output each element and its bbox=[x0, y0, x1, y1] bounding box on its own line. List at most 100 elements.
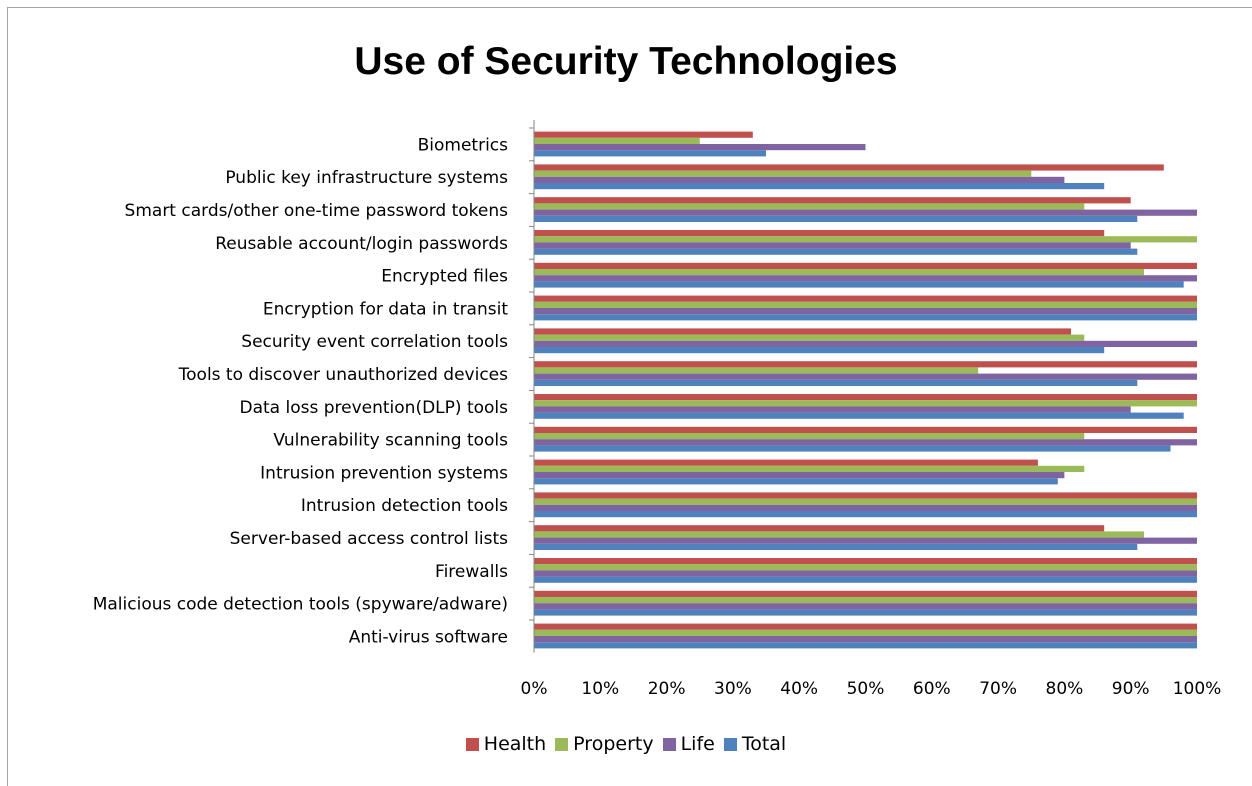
legend-item-property: Property bbox=[555, 733, 654, 755]
bar-life-8 bbox=[534, 406, 1131, 413]
x-tick-label: 30% bbox=[714, 679, 752, 699]
chart-title: Use of Security Technologies bbox=[354, 40, 898, 83]
bar-property-15 bbox=[534, 629, 1197, 636]
bar-health-11 bbox=[534, 492, 1197, 499]
category-labels: Biometrics Public key infrastructure syst… bbox=[93, 135, 509, 647]
bar-life-11 bbox=[534, 504, 1197, 511]
legend-label: Health bbox=[483, 733, 547, 755]
bar-property-9 bbox=[534, 433, 1085, 440]
bar-life-15 bbox=[534, 636, 1197, 643]
category-label: Malicious code detection tools (spyware/… bbox=[93, 595, 508, 615]
bar-life-13 bbox=[534, 570, 1197, 577]
bar-health-3 bbox=[534, 230, 1105, 237]
bar-health-10 bbox=[534, 459, 1038, 466]
bar-total-4 bbox=[534, 281, 1184, 288]
bars-layer bbox=[534, 131, 1197, 649]
bar-total-11 bbox=[534, 511, 1197, 518]
category-label: Intrusion prevention systems bbox=[260, 463, 508, 483]
bar-life-1 bbox=[534, 176, 1065, 183]
bar-life-12 bbox=[534, 537, 1197, 544]
legend-item-total: Total bbox=[723, 733, 787, 755]
category-label: Reusable account/login passwords bbox=[215, 234, 508, 254]
x-tick-label: 10% bbox=[581, 679, 619, 699]
legend-label: Life bbox=[680, 733, 715, 755]
category-label: Intrusion detection tools bbox=[301, 496, 508, 516]
legend-item-health: Health bbox=[465, 733, 547, 755]
bar-total-5 bbox=[534, 314, 1197, 321]
legend-label: Property bbox=[573, 733, 654, 755]
bar-total-7 bbox=[534, 379, 1138, 386]
bar-life-10 bbox=[534, 472, 1065, 479]
legend-swatch bbox=[465, 737, 479, 751]
bar-property-6 bbox=[534, 334, 1085, 341]
bar-life-5 bbox=[534, 308, 1197, 315]
category-label: Encryption for data in transit bbox=[263, 299, 508, 319]
bar-property-5 bbox=[534, 301, 1197, 308]
bar-total-12 bbox=[534, 543, 1138, 550]
x-tick-label: 80% bbox=[1046, 679, 1084, 699]
category-label: Server-based access control lists bbox=[230, 529, 509, 549]
bar-total-0 bbox=[534, 150, 766, 157]
legend-swatch bbox=[723, 737, 737, 751]
bar-total-2 bbox=[534, 215, 1138, 222]
bar-health-5 bbox=[534, 295, 1197, 302]
legend-swatch bbox=[662, 737, 676, 751]
bar-life-0 bbox=[534, 144, 866, 151]
bar-property-10 bbox=[534, 465, 1085, 472]
x-tick-label: 50% bbox=[847, 679, 885, 699]
category-label: Smart cards/other one-time password toke… bbox=[125, 201, 509, 221]
x-tick-label: 20% bbox=[648, 679, 686, 699]
bar-life-6 bbox=[534, 340, 1197, 347]
bar-life-4 bbox=[534, 275, 1197, 282]
legend: Health Property Life Total bbox=[0, 733, 1252, 755]
bar-property-1 bbox=[534, 170, 1032, 177]
bar-health-12 bbox=[534, 525, 1105, 532]
bar-property-13 bbox=[534, 564, 1197, 571]
bar-total-14 bbox=[534, 609, 1197, 616]
bar-total-9 bbox=[534, 445, 1171, 452]
bar-property-7 bbox=[534, 367, 979, 374]
bar-health-14 bbox=[534, 590, 1197, 597]
bar-property-14 bbox=[534, 597, 1197, 604]
bar-health-15 bbox=[534, 623, 1197, 630]
legend-swatch bbox=[555, 737, 569, 751]
tick-labels: 0% 10% 20% 30% 40% 50% 60% 70% 80% 90% 100% bbox=[521, 679, 1222, 699]
bar-health-0 bbox=[534, 131, 753, 138]
bar-life-7 bbox=[534, 373, 1197, 380]
bar-total-10 bbox=[534, 478, 1058, 485]
bar-health-13 bbox=[534, 558, 1197, 565]
category-label: Public key infrastructure systems bbox=[225, 168, 508, 188]
bar-total-8 bbox=[534, 412, 1184, 419]
bar-property-3 bbox=[534, 236, 1197, 243]
bar-health-2 bbox=[534, 197, 1131, 204]
bar-health-4 bbox=[534, 262, 1197, 269]
bar-total-6 bbox=[534, 347, 1105, 354]
legend-label: Total bbox=[741, 733, 787, 755]
bar-property-0 bbox=[534, 137, 700, 144]
bar-property-2 bbox=[534, 203, 1085, 210]
category-label: Biometrics bbox=[418, 135, 509, 155]
bar-health-1 bbox=[534, 164, 1164, 171]
bar-life-9 bbox=[534, 439, 1197, 446]
bar-property-12 bbox=[534, 531, 1144, 538]
bar-total-3 bbox=[534, 248, 1138, 255]
x-tick-label: 60% bbox=[913, 679, 951, 699]
x-tick-label: 70% bbox=[979, 679, 1017, 699]
x-tick-label: 100% bbox=[1173, 679, 1222, 699]
x-tick-label: 0% bbox=[521, 679, 548, 699]
bar-property-8 bbox=[534, 400, 1197, 407]
bar-total-13 bbox=[534, 576, 1197, 583]
bar-total-1 bbox=[534, 183, 1105, 190]
legend-item-life: Life bbox=[662, 733, 715, 755]
bar-life-3 bbox=[534, 242, 1131, 249]
category-label: Firewalls bbox=[435, 562, 508, 582]
bar-health-7 bbox=[534, 361, 1197, 368]
category-label: Encrypted files bbox=[381, 267, 508, 287]
bar-health-6 bbox=[534, 328, 1071, 335]
bar-total-15 bbox=[534, 642, 1197, 649]
bar-health-9 bbox=[534, 426, 1197, 433]
bar-life-14 bbox=[534, 603, 1197, 610]
bar-property-11 bbox=[534, 498, 1197, 505]
category-label: Security event correlation tools bbox=[241, 332, 508, 352]
